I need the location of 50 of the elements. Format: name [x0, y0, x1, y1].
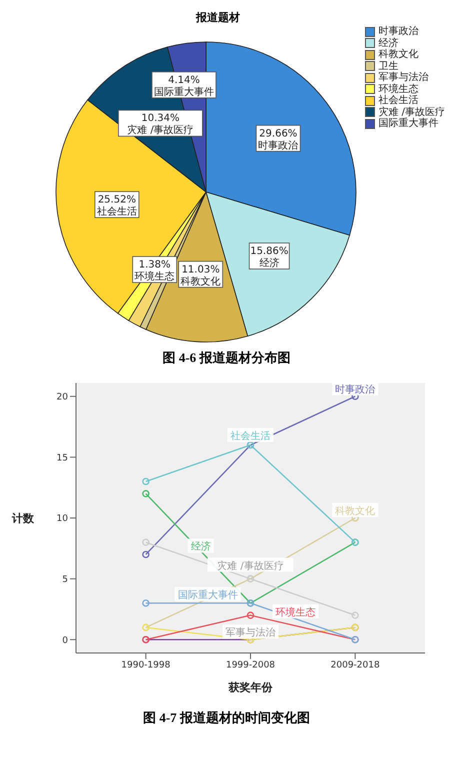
y-tick-label: 0 — [62, 636, 68, 646]
legend-label: 环境生态 — [378, 84, 418, 94]
y-axis-title: 计数 — [11, 512, 35, 525]
series-label: 国际重大事件 — [178, 589, 238, 602]
legend-label: 军事与法治 — [378, 72, 428, 84]
series-label: 环境生态 — [276, 606, 316, 618]
data-label: 4.14% — [168, 74, 200, 86]
data-label: 25.52% — [98, 194, 136, 206]
slice-label: 社会生活 — [96, 206, 137, 218]
legend-label: 经济 — [378, 38, 398, 48]
series-label: 灾难 /事故医疗 — [217, 560, 284, 572]
data-label: 10.34% — [141, 113, 180, 124]
point — [142, 599, 150, 607]
x-tick-label: 1999-2008 — [226, 660, 276, 670]
slice-label: 灾难 /事故医疗 — [127, 124, 194, 136]
series-label: 社会生活 — [230, 430, 270, 442]
slice-label: 国际重大事件 — [154, 86, 214, 98]
y-tick-label: 10 — [56, 514, 68, 524]
slice-label: 经济 — [259, 257, 280, 269]
series-label: 军事与法治 — [226, 626, 276, 639]
legend-label: 科教文化 — [378, 49, 418, 60]
data-label: 29.66% — [259, 128, 298, 140]
legend-label: 卫生 — [378, 60, 398, 72]
caption: 图 4-7 报道题材的时间变化图 — [142, 709, 311, 727]
point — [142, 538, 150, 546]
x-tick-label: 1990-1998 — [121, 660, 171, 670]
legend-label: 灾难 /事故医疗 — [378, 106, 445, 118]
point — [142, 478, 150, 486]
caption: 图 4-6 报道题材分布图 — [162, 349, 292, 367]
point — [142, 490, 150, 498]
y-tick-label: 15 — [56, 453, 68, 464]
x-axis-title: 获奖年份 — [228, 681, 274, 694]
y-tick-label: 5 — [62, 575, 68, 586]
data-label: 1.38% — [138, 260, 171, 271]
y-tick-label: 20 — [56, 392, 68, 403]
slice-label: 时事政治 — [258, 139, 298, 152]
point — [352, 612, 359, 619]
data-label: 11.03% — [182, 264, 220, 276]
slice-label: 科教文化 — [180, 275, 221, 288]
point — [142, 550, 150, 558]
series-label: 科教文化 — [335, 505, 376, 517]
legend-label: 国际重大事件 — [378, 118, 438, 130]
chart-title: 报道题材 — [194, 10, 241, 25]
series-label: 时事政治 — [335, 383, 376, 396]
data-label: 15.86% — [250, 246, 288, 257]
legend-label: 时事政治 — [378, 26, 418, 38]
legend-label: 社会生活 — [378, 95, 418, 106]
series-label: 经济 — [190, 540, 211, 553]
x-tick-label: 2009-2018 — [330, 660, 380, 670]
slice-label: 环境生态 — [134, 270, 175, 283]
